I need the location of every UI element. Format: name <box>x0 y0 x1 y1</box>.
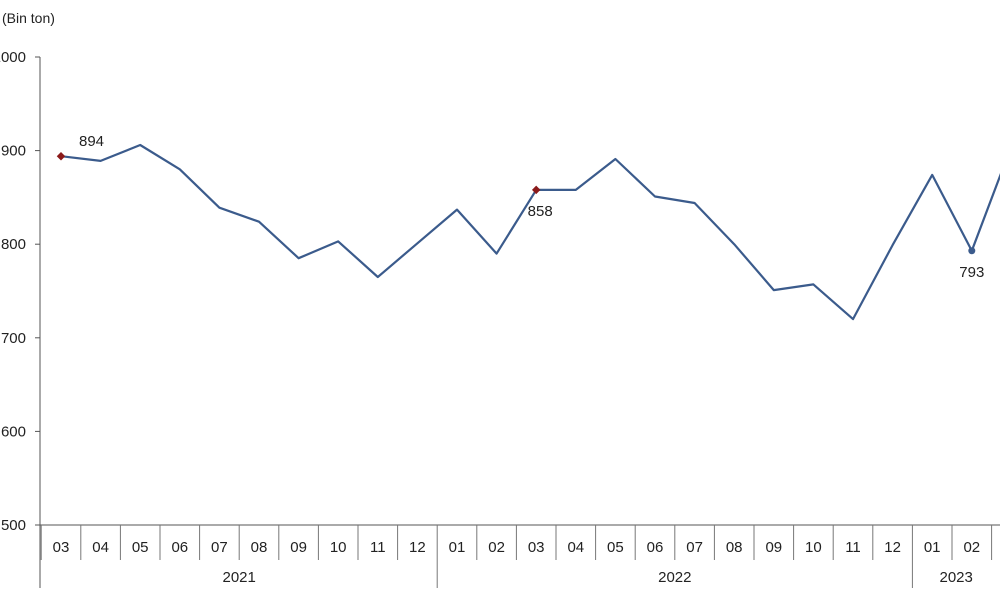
x-tick-label: 07 <box>211 539 228 556</box>
x-tick-label: 04 <box>92 539 109 556</box>
y-tick-label: 1000 <box>0 49 26 66</box>
x-tick-label: 09 <box>290 539 307 556</box>
x-tick-label: 04 <box>567 539 584 556</box>
y-tick-label: 900 <box>1 143 26 160</box>
x-tick-label: 12 <box>884 539 901 556</box>
data-label: 793 <box>959 264 984 281</box>
year-label: 2022 <box>658 569 691 586</box>
x-tick-label: 08 <box>251 539 268 556</box>
x-tick-label: 01 <box>449 539 466 556</box>
x-tick-label: 07 <box>686 539 703 556</box>
x-tick-label: 11 <box>845 539 861 556</box>
data-point-marker <box>56 151 66 161</box>
x-tick-label: 03 <box>53 539 70 556</box>
x-tick-label: 12 <box>409 539 426 556</box>
x-tick-label: 02 <box>963 539 980 556</box>
x-tick-label: 09 <box>765 539 782 556</box>
x-tick-label: 10 <box>805 539 822 556</box>
x-tick-label: 03 <box>528 539 545 556</box>
y-tick-label: 500 <box>1 517 26 534</box>
x-tick-label: 08 <box>726 539 743 556</box>
x-tick-label: 11 <box>370 539 386 556</box>
x-tick-label: 02 <box>488 539 505 556</box>
y-tick-label: 700 <box>1 330 26 347</box>
data-label: 894 <box>79 133 104 150</box>
unit-label: (Bin ton) <box>2 10 55 26</box>
x-tick-label: 01 <box>924 539 941 556</box>
x-tick-label: 05 <box>607 539 624 556</box>
year-label: 2023 <box>940 569 973 586</box>
x-tick-label: 05 <box>132 539 149 556</box>
series-line <box>60 143 1000 321</box>
y-tick-label: 800 <box>1 236 26 253</box>
x-tick-label: 10 <box>330 539 347 556</box>
y-tick-label: 600 <box>1 423 26 440</box>
year-label: 2021 <box>223 569 256 586</box>
x-tick-label: 06 <box>647 539 664 556</box>
data-label: 858 <box>528 203 553 220</box>
data-point-marker <box>968 247 976 255</box>
x-tick-label: 06 <box>171 539 188 556</box>
